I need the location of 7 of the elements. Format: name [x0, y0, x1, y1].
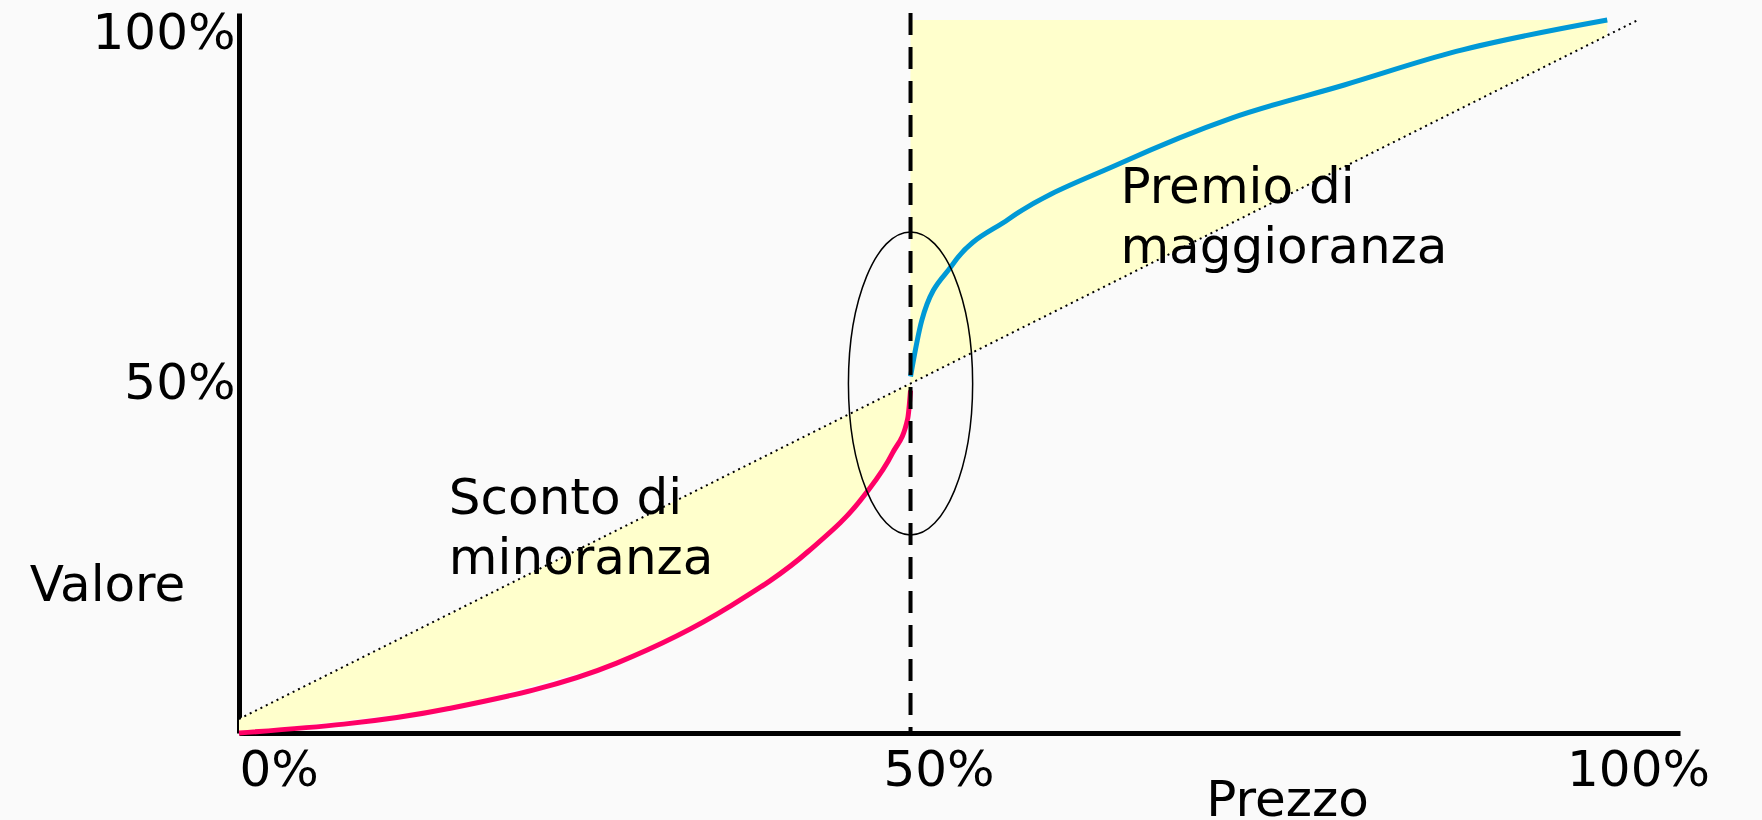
- x-tick-label: 50%: [883, 739, 995, 798]
- annotation: Sconto di minoranza: [448, 468, 714, 587]
- x-tick-label: 0%: [239, 739, 319, 798]
- annotation: Premio di maggioranza: [1120, 157, 1448, 276]
- x-axis-title: Prezzo: [1206, 769, 1369, 820]
- y-axis-title: Valore: [29, 554, 186, 613]
- x-tick-label: 100%: [1567, 739, 1711, 798]
